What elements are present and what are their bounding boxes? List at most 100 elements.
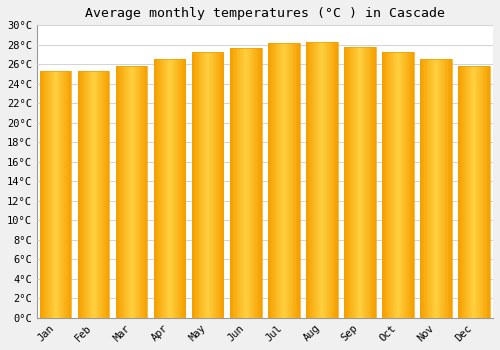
Bar [192,51,193,318]
Bar [64,71,65,318]
Bar [296,43,297,318]
Bar [392,51,394,318]
Bar [231,48,232,318]
Bar [307,42,308,318]
Bar [489,66,490,318]
Bar [203,51,204,318]
Bar [390,51,391,318]
Bar [181,60,182,318]
Bar [103,71,104,318]
Bar [357,47,358,318]
Bar [420,60,422,318]
Bar [80,71,82,318]
Bar [176,60,177,318]
Bar [154,60,186,318]
Bar [350,47,352,318]
Bar [372,47,374,318]
Bar [246,48,248,318]
Bar [167,60,168,318]
Bar [374,47,375,318]
Bar [65,71,66,318]
Bar [258,48,259,318]
Bar [205,51,206,318]
Bar [130,66,131,318]
Bar [322,42,323,318]
Bar [294,43,295,318]
Bar [484,66,485,318]
Bar [348,47,349,318]
Bar [45,71,46,318]
Bar [314,42,315,318]
Bar [116,66,117,318]
Bar [245,48,246,318]
Bar [359,47,360,318]
Bar [136,66,138,318]
Bar [471,66,472,318]
Bar [107,71,108,318]
Bar [408,51,409,318]
Bar [172,60,173,318]
Bar [134,66,135,318]
Bar [177,60,178,318]
Bar [461,66,462,318]
Bar [234,48,235,318]
Bar [337,42,338,318]
Bar [56,71,58,318]
Bar [42,71,43,318]
Bar [424,60,425,318]
Bar [46,71,48,318]
Bar [325,42,326,318]
Bar [356,47,357,318]
Bar [94,71,96,318]
Bar [124,66,125,318]
Bar [366,47,367,318]
Bar [387,51,388,318]
Bar [144,66,145,318]
Bar [284,43,286,318]
Bar [396,51,398,318]
Bar [259,48,260,318]
Bar [142,66,143,318]
Bar [58,71,59,318]
Bar [92,71,93,318]
Bar [55,71,56,318]
Bar [430,60,432,318]
Bar [478,66,479,318]
Bar [270,43,272,318]
Bar [249,48,250,318]
Bar [243,48,244,318]
Bar [422,60,423,318]
Bar [204,51,205,318]
Bar [40,71,41,318]
Bar [250,48,252,318]
Bar [122,66,124,318]
Bar [322,42,324,318]
Bar [344,47,376,318]
Bar [308,42,310,318]
Bar [346,47,348,318]
Bar [194,51,196,318]
Bar [444,60,446,318]
Bar [316,42,318,318]
Bar [158,60,159,318]
Bar [164,60,165,318]
Bar [391,51,392,318]
Bar [306,42,338,318]
Bar [215,51,216,318]
Bar [361,47,362,318]
Bar [315,42,316,318]
Bar [236,48,238,318]
Bar [344,47,345,318]
Bar [90,71,92,318]
Bar [458,66,460,318]
Bar [448,60,450,318]
Bar [106,71,107,318]
Bar [252,48,253,318]
Bar [211,51,212,318]
Bar [168,60,169,318]
Bar [428,60,429,318]
Bar [218,51,219,318]
Bar [388,51,390,318]
Bar [433,60,434,318]
Bar [141,66,142,318]
